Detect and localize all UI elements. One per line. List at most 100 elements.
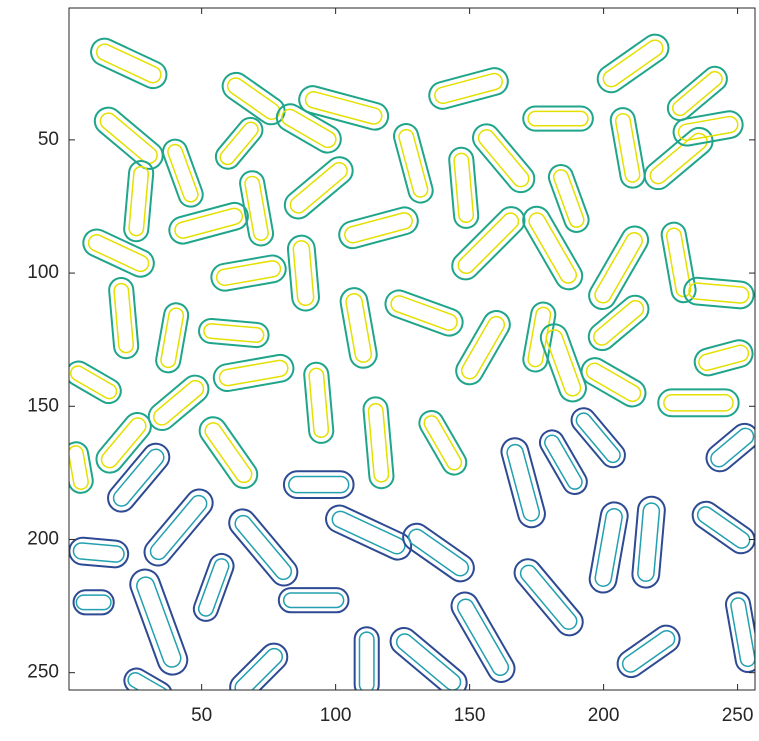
grain bbox=[282, 470, 355, 499]
outer-contour bbox=[547, 164, 590, 233]
inner-contour bbox=[153, 379, 205, 426]
grain bbox=[90, 37, 168, 90]
outer-contour bbox=[338, 206, 419, 250]
grain bbox=[214, 116, 264, 170]
outer-contour bbox=[123, 160, 155, 243]
outer-contour bbox=[198, 416, 259, 489]
inner-contour bbox=[621, 630, 676, 673]
outer-contour bbox=[143, 488, 214, 567]
grain bbox=[693, 339, 754, 377]
inner-contour bbox=[408, 528, 470, 577]
inner-contour bbox=[528, 212, 578, 284]
outer-contour bbox=[239, 170, 275, 247]
outer-contour bbox=[325, 504, 413, 561]
grain bbox=[448, 146, 480, 229]
grain bbox=[596, 33, 670, 94]
grain bbox=[588, 501, 629, 594]
grain bbox=[277, 587, 350, 614]
grain bbox=[198, 416, 259, 489]
outer-contour bbox=[683, 276, 755, 310]
inner-contour bbox=[527, 110, 589, 127]
outer-contour bbox=[339, 287, 378, 369]
outer-contour bbox=[522, 105, 594, 132]
inner-contour bbox=[128, 165, 150, 237]
grain bbox=[539, 323, 587, 403]
grain bbox=[428, 67, 509, 110]
inner-contour bbox=[234, 647, 284, 690]
grain bbox=[384, 289, 464, 337]
outer-contour bbox=[210, 254, 287, 292]
inner-contour bbox=[663, 394, 734, 412]
inner-contour bbox=[637, 502, 661, 582]
inner-contour bbox=[234, 514, 293, 581]
inner-contour bbox=[87, 234, 150, 273]
grain bbox=[666, 65, 728, 122]
x-tick-label: 250 bbox=[722, 705, 754, 726]
grain bbox=[402, 522, 475, 583]
inner-contour bbox=[345, 293, 373, 363]
outer-contour bbox=[500, 437, 546, 529]
grain bbox=[339, 287, 378, 369]
outer-contour bbox=[162, 138, 204, 208]
inner-contour bbox=[688, 282, 750, 304]
grain bbox=[123, 160, 155, 243]
outer-contour bbox=[90, 37, 168, 90]
inner-contour bbox=[453, 152, 475, 224]
outer-contour bbox=[277, 587, 350, 614]
outer-contour bbox=[95, 411, 152, 474]
outer-contour bbox=[168, 201, 249, 245]
grain bbox=[389, 626, 468, 690]
inner-contour bbox=[136, 576, 182, 668]
grain bbox=[212, 353, 295, 393]
x-tick-label: 200 bbox=[588, 705, 620, 726]
inner-contour bbox=[218, 359, 289, 387]
outer-contour bbox=[570, 407, 626, 469]
grain bbox=[500, 437, 546, 529]
outer-contour bbox=[693, 339, 754, 377]
inner-contour bbox=[100, 417, 147, 469]
inner-contour bbox=[75, 594, 112, 611]
outer-contour bbox=[580, 357, 647, 408]
grain bbox=[418, 409, 468, 476]
outer-contour bbox=[93, 106, 164, 170]
grain bbox=[451, 206, 526, 281]
grain bbox=[93, 106, 164, 170]
inner-contour bbox=[281, 108, 337, 149]
grain bbox=[129, 568, 189, 676]
inner-contour bbox=[72, 542, 125, 563]
grain bbox=[108, 277, 140, 360]
grain bbox=[162, 138, 204, 208]
outer-contour bbox=[666, 65, 728, 122]
grain bbox=[192, 552, 235, 622]
inner-contour bbox=[331, 510, 406, 555]
outer-contour bbox=[275, 103, 342, 154]
outer-contour bbox=[108, 277, 140, 360]
outer-contour bbox=[588, 225, 650, 310]
grain bbox=[657, 388, 740, 418]
outer-contour bbox=[522, 301, 557, 373]
inner-contour bbox=[174, 207, 244, 239]
inner-contour bbox=[677, 115, 739, 142]
outer-contour bbox=[384, 289, 464, 337]
contours bbox=[69, 33, 755, 690]
inner-contour bbox=[398, 128, 429, 198]
outer-contour bbox=[643, 126, 714, 191]
outer-contour bbox=[672, 110, 744, 147]
grain bbox=[455, 310, 511, 386]
inner-contour bbox=[545, 329, 582, 397]
grain bbox=[338, 206, 419, 250]
grain bbox=[325, 504, 413, 561]
inner-contour bbox=[594, 508, 623, 587]
outer-contour bbox=[283, 156, 354, 220]
grain bbox=[228, 508, 299, 587]
inner-contour bbox=[197, 558, 230, 617]
inner-contour bbox=[594, 231, 643, 304]
inner-contour bbox=[593, 300, 645, 346]
inner-contour bbox=[113, 282, 135, 354]
outer-contour bbox=[123, 667, 173, 690]
grain bbox=[570, 407, 626, 469]
outer-contour bbox=[298, 85, 390, 131]
outer-contour bbox=[389, 626, 468, 690]
inner-contour bbox=[99, 112, 158, 165]
